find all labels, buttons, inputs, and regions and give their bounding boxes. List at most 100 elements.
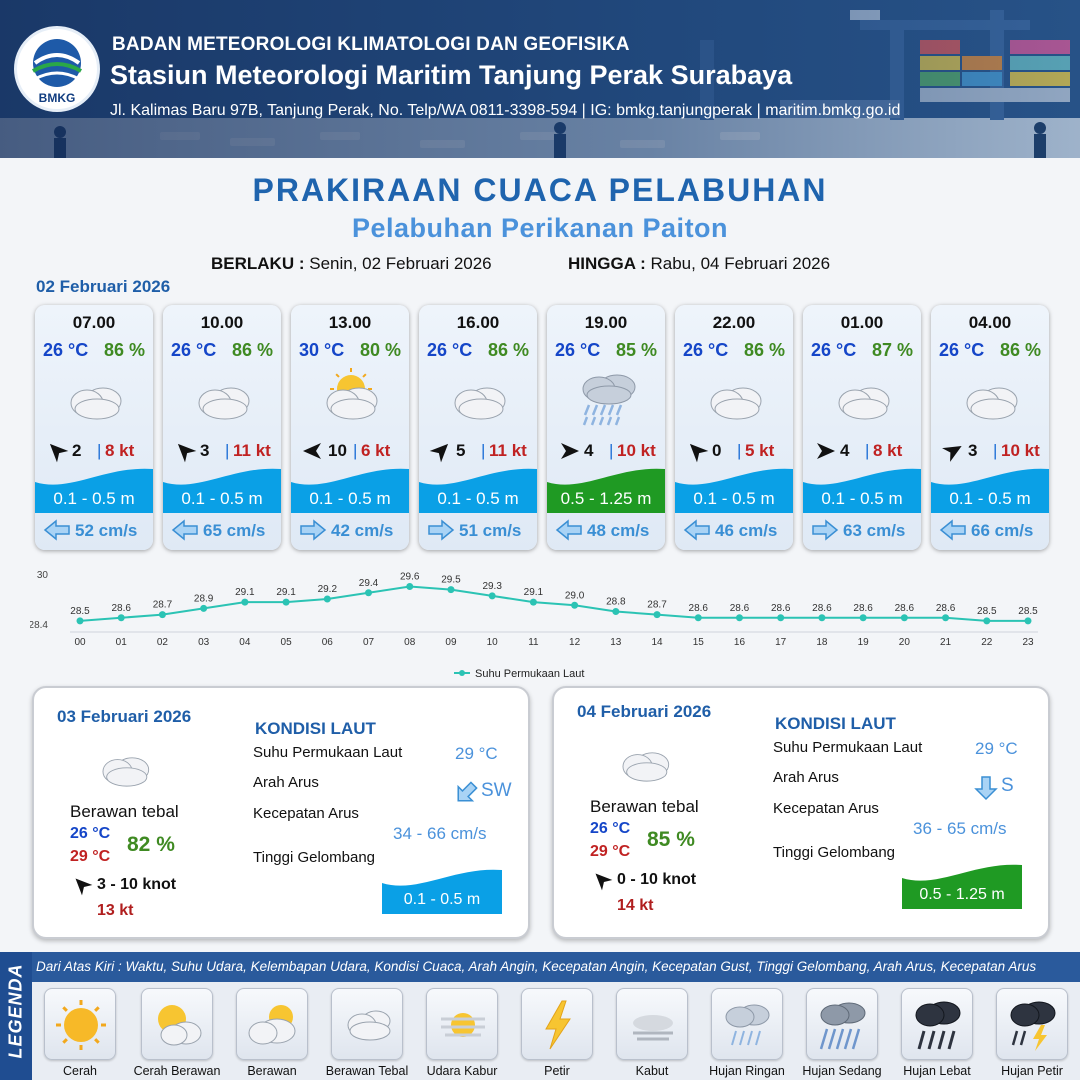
wave-shape	[291, 463, 409, 513]
current-direction-arrow-icon	[427, 519, 455, 541]
cloud-sun-icon	[236, 988, 308, 1060]
day-wave-height: 0.1 - 0.5 m	[403, 891, 481, 908]
sst-label: Suhu Permukaan Laut	[773, 739, 923, 756]
x-tick-label: 21	[940, 637, 952, 648]
wave-shape	[547, 463, 665, 513]
legend-item: Berawan	[236, 988, 308, 1078]
sst-data-label: 28.8	[606, 597, 626, 608]
wave-shape	[163, 463, 281, 513]
current-direction-arrow-icon	[171, 519, 199, 541]
sst-data-label: 28.6	[730, 603, 750, 614]
current-direction-label: Arah Arus	[773, 769, 839, 786]
current-speed: 66 cm/s	[971, 521, 1034, 540]
legend-item-label: Cerah	[62, 1064, 98, 1078]
logo-text: BMKG	[38, 91, 76, 105]
sst-data-point	[117, 614, 125, 622]
valid-to-value: Rabu, 04 Februari 2026	[650, 254, 831, 273]
sst-data-point	[158, 611, 166, 619]
sst-data-point	[612, 608, 620, 615]
wave-height: 0.1 - 0.5 m	[53, 489, 135, 508]
wind-direction-arrow-icon	[813, 439, 837, 463]
legend-item-label: Udara Kabur	[426, 1064, 498, 1078]
gust-speed: 11 kt	[489, 441, 527, 460]
forecast-card: 10.00 26 °C 86 % 3 | 11 kt 0.1 - 0.5 m 65 cm/s	[163, 305, 281, 550]
sst-data-point	[282, 598, 290, 606]
sst-label: Suhu Permukaan Laut	[253, 744, 403, 761]
current-speed-label: Kecepatan Arus	[253, 805, 359, 822]
wind-speed: 0	[712, 441, 722, 460]
wave-shape	[35, 463, 153, 513]
legend-description: Dari Atas Kiri : Waktu, Suhu Udara, Kele…	[36, 959, 1037, 974]
gust-separator: |	[737, 441, 742, 460]
legend-item-label: Hujan Sedang	[802, 1064, 882, 1078]
current-direction-arrow-icon	[973, 775, 999, 801]
legend-item: Berawan Tebal	[326, 988, 408, 1078]
day-temp-max: 29 °C	[590, 843, 631, 860]
wave-height: 0.1 - 0.5 m	[821, 489, 903, 508]
x-tick-label: 13	[610, 637, 622, 648]
forecast-time: 13.00	[328, 313, 372, 332]
valid-from-value: Senin, 02 Februari 2026	[309, 254, 492, 273]
weather-partly-cloudy-icon	[315, 367, 385, 427]
y-tick-label: 30	[37, 570, 49, 581]
sst-data-point	[488, 592, 496, 600]
legend-item-label: Hujan Ringan	[709, 1064, 785, 1078]
wind-direction-arrow-icon	[941, 439, 965, 463]
air-temperature: 30 °C	[299, 340, 345, 360]
x-tick-label: 06	[322, 637, 334, 648]
station-address: Jl. Kalimas Baru 97B, Tanjung Perak, No.…	[110, 102, 901, 119]
legend-item-label: Hujan Petir	[1001, 1064, 1063, 1078]
sst-series-line	[79, 585, 1028, 622]
x-tick-label: 14	[651, 637, 663, 648]
x-tick-label: 22	[981, 637, 993, 648]
legend-item: Kabut	[616, 988, 688, 1078]
day-gust: 13 kt	[97, 902, 134, 919]
sst-data-point	[447, 586, 455, 594]
light-rain-icon	[711, 988, 783, 1060]
wind-speed: 4	[840, 441, 850, 460]
valid-to: HINGGA : Rabu, 04 Februari 2026	[568, 254, 830, 274]
day-condition: Berawan tebal	[590, 797, 699, 816]
sea-condition-title: KONDISI LAUT	[775, 714, 896, 733]
current-speed: 63 cm/s	[843, 521, 906, 540]
forecast-card: 16.00 26 °C 86 % 5 | 11 kt 0.1 - 0.5 m 51 cm/s	[419, 305, 537, 550]
forecast-time: 22.00	[712, 313, 756, 332]
wind-speed: 3	[200, 441, 210, 460]
x-tick-label: 23	[1022, 637, 1034, 648]
wind-speed: 4	[584, 441, 594, 460]
current-speed: 52 cm/s	[75, 521, 138, 540]
gust-separator: |	[993, 441, 998, 460]
current-direction-value: S	[1001, 775, 1014, 796]
fog-icon	[616, 988, 688, 1060]
sst-data-label: 28.5	[1018, 606, 1038, 617]
sst-data-label: 28.5	[977, 606, 997, 617]
sst-data-label: 29.4	[359, 578, 379, 589]
sst-data-point	[818, 614, 826, 622]
air-temperature: 26 °C	[939, 340, 985, 360]
day-date: 03 Februari 2026	[57, 707, 192, 726]
wind-direction-arrow-icon	[429, 439, 453, 463]
forecast-time: 10.00	[200, 313, 244, 332]
wind-speed: 2	[72, 441, 82, 460]
legend-item: Hujan Petir	[996, 988, 1068, 1078]
air-temperature: 26 °C	[555, 340, 601, 360]
weather-cloudy-thick-icon	[827, 367, 897, 427]
sst-data-point	[529, 598, 537, 606]
gust-speed: 6 kt	[361, 441, 391, 460]
sst-data-label: 28.7	[647, 600, 667, 611]
sst-data-point	[735, 614, 743, 622]
humidity: 86 %	[231, 340, 273, 360]
wind-speed: 3	[968, 441, 978, 460]
gust-speed: 8 kt	[105, 441, 135, 460]
legend-item: Cerah	[44, 988, 116, 1078]
forecast-card: 13.00 30 °C 80 % 10 | 6 kt 0.1 - 0.5 m 42 cm/s	[291, 305, 409, 550]
sst-data-point	[983, 617, 991, 625]
sst-line-chart: 30 28.4 28.5 00 28.6 01 28.7 02 28.9 03 29.1 04 29.1…	[30, 570, 1038, 680]
legend-item-label: Hujan Lebat	[903, 1064, 971, 1078]
day-humidity: 85 %	[647, 828, 695, 851]
wave-shape	[382, 864, 502, 914]
wave-height: 0.5 - 1.25 m	[560, 489, 652, 508]
wave-shape	[931, 463, 1049, 513]
valid-from-label: BERLAKU :	[211, 254, 305, 273]
humidity: 87 %	[871, 340, 913, 360]
